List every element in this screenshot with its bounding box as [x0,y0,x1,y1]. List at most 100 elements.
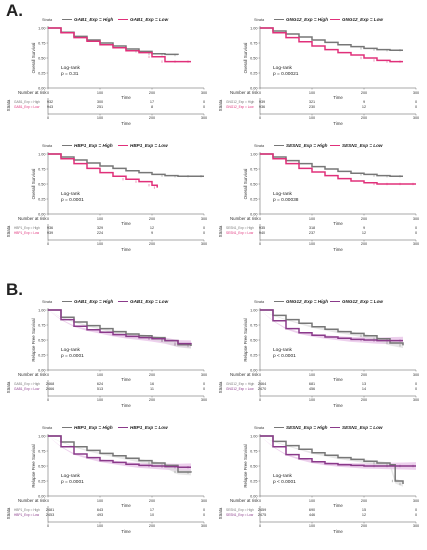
risk-x-tick-label: 300 [413,116,419,120]
section-b-letter: B. [6,280,23,299]
x-axis-label: Time [333,377,343,382]
risk-strata-low: HBP1_Exp = Low [14,513,40,517]
risk-value-high: 15 [362,508,366,512]
risk-x-tick-label: 100 [97,524,103,528]
y-tick-label: 0.00 [38,212,45,216]
risk-value-low: 0 [203,105,205,109]
logrank-label: Log-rank [61,65,81,71]
y-tick-label: 0.00 [250,86,257,90]
risk-value-low: 513 [97,387,103,391]
legend-high-label: HBP1_Exp = High [74,143,113,148]
risk-value-high: 0 [415,508,417,512]
p-value-label: p = 0.31 [61,71,79,77]
km-chart: Strata GAB1_Exp = High GAB1_Exp = Low0.000… [6,299,207,408]
risk-table-title: Number at risk [230,498,259,503]
y-tick-label: 1.00 [250,26,257,30]
risk-x-tick-label: 200 [361,242,367,246]
legend-title: Strata [254,426,265,430]
curve-low [48,309,192,345]
legend-low-label: SESN1_Exp = Low [342,143,383,148]
y-axis-label: Overall Survival [243,169,248,200]
risk-value-high: 0 [415,100,417,104]
x-axis-label: Time [121,221,131,226]
y-tick-label: 0.75 [250,449,257,453]
x-tick-label: 200 [149,499,155,503]
legend-title: Strata [254,18,265,22]
km-panel: Strata HBP1_Exp = High HBP1_Exp = Low 0.00 0… [6,140,211,268]
risk-value-low: 11 [150,387,154,391]
legend-high-label: SESN1_Exp = High [286,425,328,430]
legend-low-label: GAB1_Exp = Low [130,299,169,304]
x-tick-label: 300 [413,373,419,377]
risk-value-low: 12 [362,513,366,517]
risk-value-low: 230 [309,105,315,109]
x-tick-label: 100 [309,217,315,221]
logrank-label: Log-rank [273,191,293,197]
risk-x-tick-label: 100 [309,116,315,120]
risk-strata-axis: Strata [6,225,11,237]
y-tick-label: 0.25 [38,197,45,201]
y-tick-label: 1.00 [38,308,45,312]
risk-value-low: 456 [309,387,315,391]
y-tick-label: 0.00 [250,368,257,372]
x-tick-label: 200 [361,91,367,95]
x-tick-label: 200 [361,499,367,503]
km-panel: Strata GNG12_Exp = High GNG12_Exp = Low 0.0… [218,14,423,142]
legend-title: Strata [42,300,53,304]
risk-table-title: Number at risk [18,372,47,377]
curve-high [260,435,404,484]
risk-value-high: 9 [363,100,365,104]
x-tick-label: 200 [361,217,367,221]
risk-x-axis-label: Time [121,247,131,252]
y-tick-label: 0.75 [38,449,45,453]
y-tick-label: 0.50 [38,182,45,186]
y-tick-label: 1.00 [38,26,45,30]
y-tick-label: 0.25 [250,479,257,483]
risk-x-tick-label: 300 [201,398,207,402]
risk-x-tick-label: 0 [259,524,261,528]
risk-strata-low: GNG12_Exp = Low [226,387,254,391]
curve-high [260,27,403,51]
km-chart: Strata HBP1_Exp = High HBP1_Exp = Low0.000… [6,425,207,534]
risk-value-high: 681 [309,382,315,386]
risk-table-title: Number at risk [18,498,47,503]
risk-value-high: 12 [150,226,154,230]
km-panel: Strata GAB1_Exp = High GAB1_Exp = Low 0.00 0… [6,14,211,142]
risk-x-tick-label: 300 [413,524,419,528]
risk-x-tick-label: 300 [413,398,419,402]
risk-x-tick-label: 0 [47,116,49,120]
risk-x-tick-label: 0 [259,116,261,120]
risk-strata-high: HBP1_Exp = High [14,508,40,512]
risk-value-high: 0 [415,382,417,386]
risk-strata-low: SESN1_Exp = Low [226,231,254,235]
risk-x-axis-label: Time [121,529,131,534]
x-tick-label: 300 [201,91,207,95]
legend-high-label: GAB1_Exp = High [74,299,113,304]
y-tick-label: 0.75 [250,41,257,45]
legend-title: Strata [254,300,265,304]
risk-strata-axis: Strata [218,225,223,237]
risk-value-high: 318 [309,226,315,230]
risk-x-axis-label: Time [333,403,343,408]
legend-low-label: GAB1_Exp = Low [130,17,169,22]
risk-strata-axis: Strata [218,99,223,111]
legend-low-label: HBP1_Exp = Low [130,143,168,148]
ci-band-low [48,436,191,472]
risk-x-tick-label: 0 [259,242,261,246]
y-tick-label: 0.25 [38,353,45,357]
x-tick-label: 100 [309,91,315,95]
legend-high-label: SESN1_Exp = High [286,143,328,148]
legend-low-label: GNG12_Exp = Low [342,299,383,304]
x-tick-label: 100 [97,91,103,95]
risk-x-axis-label: Time [333,121,343,126]
curve-low [260,435,416,467]
risk-x-tick-label: 100 [97,116,103,120]
risk-value-low: 9 [151,231,153,235]
risk-value-high: 939 [259,100,265,104]
risk-value-high: 0 [203,100,205,104]
risk-strata-axis: Strata [6,99,11,111]
legend-low-label: HBP1_Exp = Low [130,425,168,430]
km-chart: Strata HBP1_Exp = High HBP1_Exp = Low 0.00 0… [6,143,207,252]
risk-value-high: 643 [97,508,103,512]
risk-strata-axis: Strata [218,507,223,519]
